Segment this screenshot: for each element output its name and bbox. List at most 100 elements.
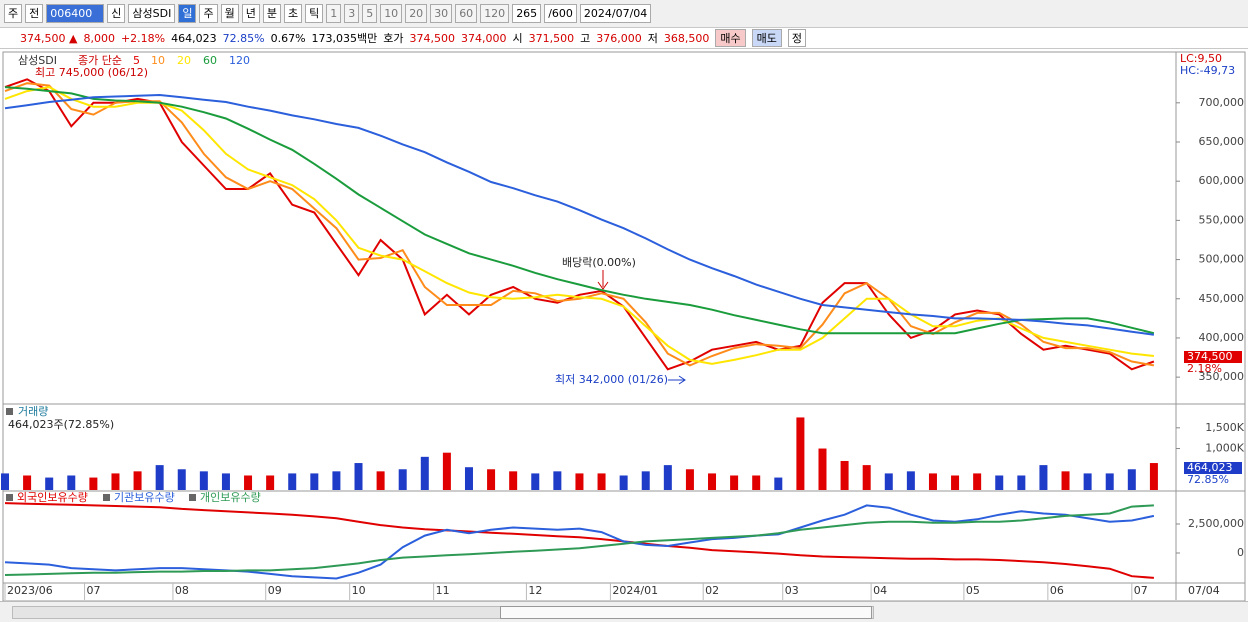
toolbar-item[interactable]: 20 [405, 4, 428, 23]
volume-bar [509, 471, 518, 490]
volume-bar [376, 471, 385, 490]
volume-bar [995, 475, 1004, 490]
x-tick-label: 12 [528, 584, 542, 597]
toolbar-item[interactable]: 신 [107, 4, 126, 23]
series-line [4, 86, 1155, 365]
info-item: 시 [512, 32, 523, 45]
toolbar-item[interactable]: 006400 [46, 4, 105, 23]
volume-bar [266, 475, 275, 490]
y-tick-label: 650,000 [1199, 135, 1245, 148]
volume-bar [663, 465, 672, 490]
volume-bar [67, 475, 76, 490]
y-tick-label: 700,000 [1199, 96, 1245, 109]
volume-tag-label: 464,023 [1187, 461, 1233, 474]
volume-bar [774, 477, 783, 490]
volume-bar [398, 469, 407, 490]
volume-bar [332, 471, 341, 490]
volume-bar [442, 452, 451, 490]
toolbar-item[interactable]: 2024/07/04 [579, 4, 652, 23]
toolbar-item[interactable]: 3 [344, 4, 360, 23]
toolbar-item[interactable]: 주 [4, 4, 23, 23]
info-item: 374,000 [461, 31, 507, 45]
toolbar-item[interactable]: 년 [241, 4, 260, 23]
toolbar-item[interactable]: 분 [262, 4, 281, 23]
legend-icon [103, 494, 110, 501]
info-item[interactable]: 정 [787, 29, 807, 47]
info-item: 호가 [383, 32, 404, 45]
toolbar-item[interactable]: 틱 [305, 4, 324, 23]
volume-bar [708, 473, 717, 490]
scroll-thumb[interactable] [500, 606, 872, 619]
info-item: 374,500 ▲ [20, 31, 78, 45]
x-tick-label: 10 [352, 584, 366, 597]
y-tick-label: 500,000 [1199, 253, 1245, 266]
toolbar-item[interactable]: /600 [544, 4, 577, 23]
toolbar: 주 전 006400 신 삼성SDI 일 주 월 년 분 초 틱 1 3 5 10 20 30 60 120 265/6… [0, 0, 1248, 28]
x-tick-label: 02 [705, 584, 719, 597]
volume-bar [310, 473, 319, 490]
volume-bar [133, 471, 142, 490]
low-arrow [668, 375, 686, 385]
toolbar-item[interactable]: 10 [380, 4, 403, 23]
legend-entry: 외국인보유수량 [17, 491, 88, 504]
info-item[interactable]: 매도 [751, 29, 782, 47]
toolbar-item[interactable]: 전 [25, 4, 44, 23]
x-tick-label: 09 [268, 584, 282, 597]
series-line [4, 86, 1155, 335]
toolbar-item[interactable]: 주 [199, 4, 218, 23]
toolbar-item[interactable]: 120 [480, 4, 510, 23]
x-tick-label: 05 [966, 584, 980, 597]
volume-bar [553, 471, 562, 490]
volume-bar [862, 465, 871, 490]
volume-bar [685, 469, 694, 490]
volume-bar [1039, 465, 1048, 490]
toolbar-item[interactable]: 60 [455, 4, 478, 23]
volume-bar [1017, 475, 1026, 490]
toolbar-item[interactable]: 삼성SDI [128, 4, 176, 23]
scrollbar [0, 601, 1248, 622]
info-item: 72.85% [222, 31, 265, 45]
volume-bar [531, 473, 540, 490]
volume-bar [177, 469, 186, 490]
info-item[interactable]: 매수 [715, 29, 746, 47]
legend-entry: 개인보유수량 [200, 491, 261, 504]
series-line [4, 504, 1154, 576]
volume-bar [973, 473, 982, 490]
y-tick-label: 0 [1237, 546, 1244, 559]
toolbar-item[interactable]: 초 [283, 4, 303, 23]
volume-bar [730, 475, 739, 490]
x-tick-label: 07 [1134, 584, 1148, 597]
series-line [4, 504, 1155, 580]
legend-icon [189, 494, 196, 501]
y-tick-label: 450,000 [1199, 292, 1245, 305]
series-line [4, 502, 1154, 579]
volume-bar [420, 456, 429, 490]
toolbar-item[interactable]: 5 [362, 4, 378, 23]
toolbar-item[interactable]: 월 [220, 4, 239, 23]
volume-bar [487, 469, 496, 490]
volume-tag [1184, 462, 1242, 474]
legend-icon [6, 494, 13, 501]
volume-bar [906, 471, 915, 490]
info-item: 저 [647, 32, 658, 45]
volume-bar [155, 465, 164, 490]
legend-entry: 120 [229, 54, 250, 67]
volume-bar [951, 475, 960, 490]
toolbar-item[interactable]: 일 [178, 4, 197, 23]
volume-bar [641, 471, 650, 490]
info-item: 368,500 [663, 31, 710, 45]
legend-entry: 10 [151, 54, 165, 67]
price-tag-label: 374,500 [1187, 350, 1233, 363]
x-tick-label: 2024/01 [612, 584, 658, 597]
dividend-arrow [597, 270, 609, 290]
toolbar-item[interactable]: 265 [512, 4, 542, 23]
y-tick-label: 1,500K [1205, 421, 1244, 434]
info-item: 374,500 [409, 31, 456, 45]
volume-bar [840, 460, 849, 490]
toolbar-item[interactable]: 1 [326, 4, 342, 23]
info-item: 8,000 [83, 31, 115, 45]
volume-bar [1, 473, 9, 490]
series-line [4, 78, 1155, 371]
toolbar-item[interactable]: 30 [430, 4, 453, 23]
